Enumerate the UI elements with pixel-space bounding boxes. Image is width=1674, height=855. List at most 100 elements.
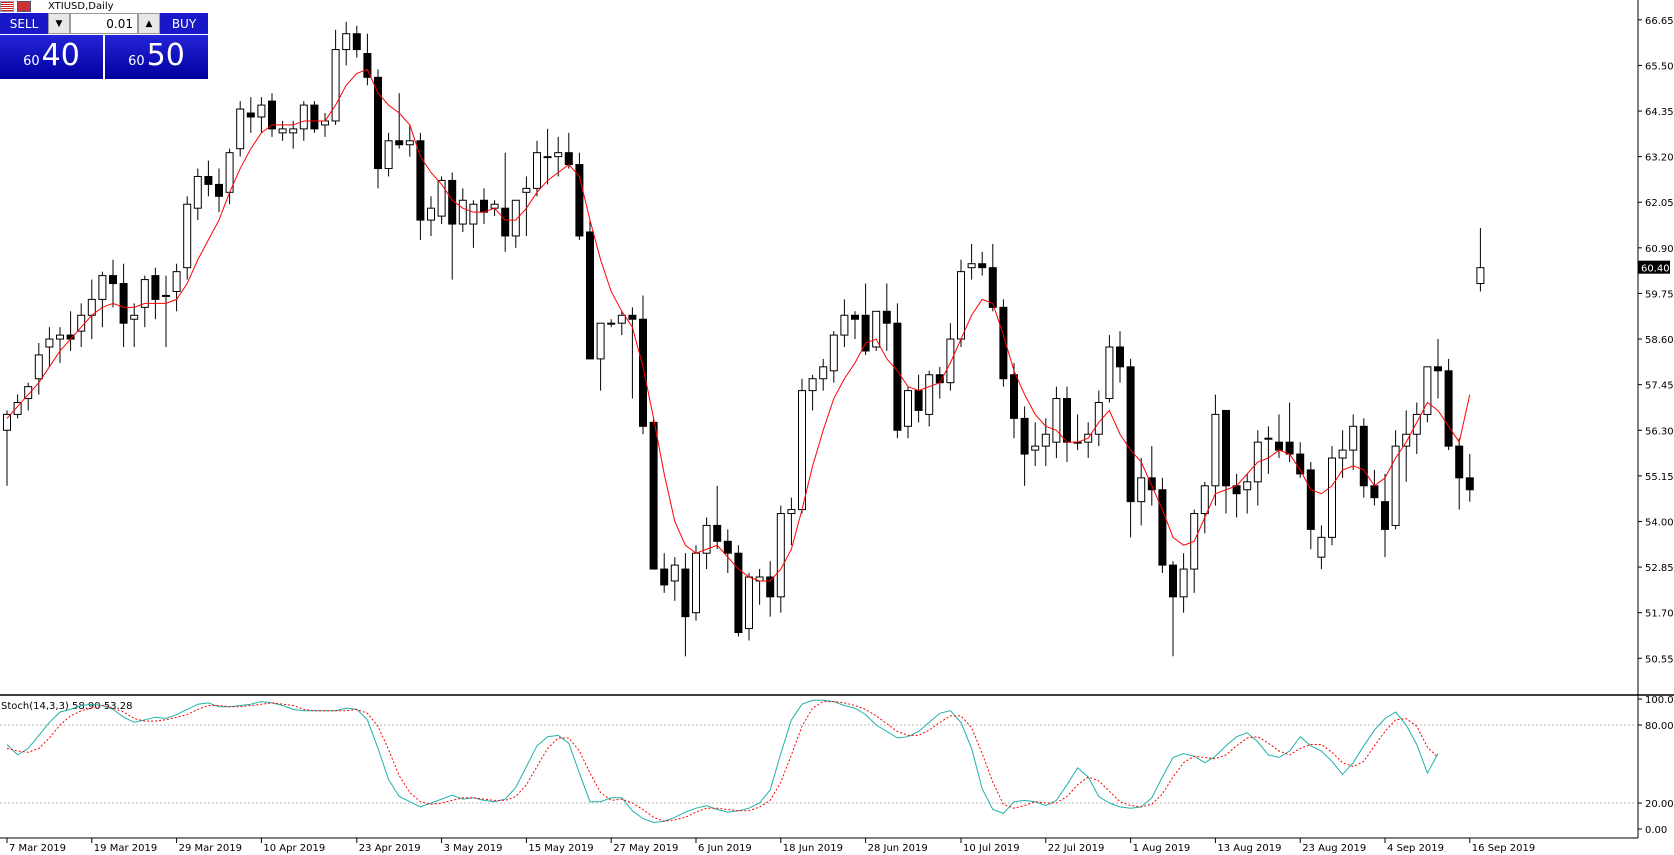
- candle: [384, 132, 393, 177]
- candle: [999, 299, 1008, 387]
- one-click-trade-panel: SELL ▼ ▲ BUY 60 40 60 50: [0, 13, 208, 79]
- bear-candle-body: [851, 314, 859, 320]
- bull-candle-body: [1243, 481, 1252, 491]
- candle: [1455, 438, 1464, 510]
- bull-candle-body: [1349, 425, 1358, 451]
- bull-candle-body: [617, 314, 626, 324]
- candle: [1158, 477, 1167, 574]
- price-tick-label: 58.60: [1645, 335, 1674, 346]
- time-tick-label: 10 Jul 2019: [963, 843, 1020, 854]
- bear-candle-body: [1222, 409, 1230, 487]
- bear-candle-body: [586, 231, 594, 360]
- candle: [596, 322, 605, 391]
- bear-candle-body: [310, 104, 319, 130]
- candle: [1317, 525, 1326, 570]
- candle: [819, 358, 828, 391]
- bull-candle-body: [437, 179, 446, 217]
- candle: [829, 331, 838, 383]
- time-tick-label: 15 May 2019: [528, 843, 593, 854]
- bear-candle-body: [1359, 425, 1368, 487]
- candle: [1190, 509, 1199, 593]
- candle: [140, 275, 149, 328]
- price-tick-label: 66.65: [1645, 16, 1674, 27]
- bear-candle-body: [374, 76, 382, 170]
- bull-candle-body: [1423, 366, 1432, 415]
- bear-candle-body: [999, 306, 1008, 380]
- sell-button[interactable]: SELL: [0, 13, 48, 34]
- price-tick-label: 62.05: [1645, 198, 1674, 209]
- bull-candle-body: [607, 322, 616, 325]
- bull-candle-body: [77, 314, 86, 332]
- candle: [1444, 358, 1453, 451]
- ask-price-button[interactable]: 60 50: [105, 35, 208, 79]
- price-tick-label: 52.85: [1645, 563, 1674, 574]
- candle: [988, 243, 997, 312]
- stochastic-tick-label: 20.00: [1645, 799, 1674, 810]
- candle: [405, 124, 414, 157]
- candle: [1243, 473, 1252, 514]
- buy-button[interactable]: BUY: [160, 13, 208, 34]
- lot-size-input[interactable]: [70, 13, 138, 34]
- bull-candle-body: [543, 156, 552, 159]
- time-tick-label: 16 Sep 2019: [1472, 843, 1535, 854]
- lot-increase-button[interactable]: ▲: [138, 13, 160, 34]
- bull-candle-body: [1041, 433, 1050, 447]
- bear-candle-body: [151, 275, 160, 300]
- candle: [946, 323, 955, 391]
- candle: [755, 569, 764, 605]
- bull-candle-body: [1476, 267, 1485, 285]
- candle: [1434, 339, 1442, 399]
- price-tick-label: 56.30: [1645, 426, 1674, 437]
- bull-candle-body: [1412, 413, 1421, 435]
- bull-candle-body: [3, 413, 11, 431]
- candle: [639, 295, 647, 435]
- candle: [1200, 481, 1209, 534]
- bull-candle-body: [45, 338, 54, 348]
- time-tick-label: 23 Aug 2019: [1302, 843, 1366, 854]
- bull-candle-body: [289, 128, 298, 134]
- time-tick-label: 13 Aug 2019: [1217, 843, 1281, 854]
- bull-candle-body: [98, 275, 107, 300]
- bull-candle-body: [321, 120, 329, 126]
- bear-candle-body: [914, 390, 923, 411]
- candle: [808, 374, 817, 411]
- price-plot: [3, 21, 1485, 657]
- bear-candle-body: [109, 275, 117, 285]
- price-tick-label: 55.15: [1645, 472, 1674, 483]
- candle: [34, 343, 43, 395]
- candle: [617, 311, 626, 336]
- bear-candle-body: [1434, 366, 1442, 372]
- lot-decrease-button[interactable]: ▼: [48, 13, 70, 34]
- candle: [437, 176, 446, 225]
- bull-candle-body: [776, 513, 785, 598]
- bull-candle-body: [596, 322, 605, 360]
- candle: [925, 370, 934, 427]
- bull-candle-body: [1137, 477, 1146, 503]
- time-tick-label: 18 Jun 2019: [783, 843, 843, 854]
- time-tick-label: 6 Jun 2019: [698, 843, 752, 854]
- bull-candle-body: [925, 374, 934, 415]
- stochastic-tick-label: 100.00: [1645, 695, 1674, 706]
- bid-price-button[interactable]: 60 40: [0, 35, 103, 79]
- bull-candle-body: [702, 524, 711, 554]
- time-tick-label: 10 Apr 2019: [263, 843, 325, 854]
- candle: [87, 279, 96, 340]
- bull-candle-body: [384, 140, 393, 170]
- bull-candle-body: [130, 314, 139, 320]
- candle: [225, 148, 234, 205]
- bear-candle-body: [1116, 346, 1124, 368]
- bear-candle-body: [1010, 374, 1018, 419]
- candle: [1137, 458, 1146, 526]
- bear-candle-body: [1020, 417, 1029, 455]
- bull-candle-body: [554, 152, 563, 158]
- time-tick-label: 4 Sep 2019: [1387, 843, 1444, 854]
- candle: [151, 267, 160, 320]
- candle: [1349, 414, 1358, 470]
- candle: [692, 545, 700, 621]
- bull-candle-body: [299, 104, 308, 130]
- time-tick-label: 19 Mar 2019: [94, 843, 157, 854]
- candle: [1253, 430, 1262, 506]
- bull-candle-body: [533, 152, 541, 189]
- bull-candle-body: [172, 271, 181, 292]
